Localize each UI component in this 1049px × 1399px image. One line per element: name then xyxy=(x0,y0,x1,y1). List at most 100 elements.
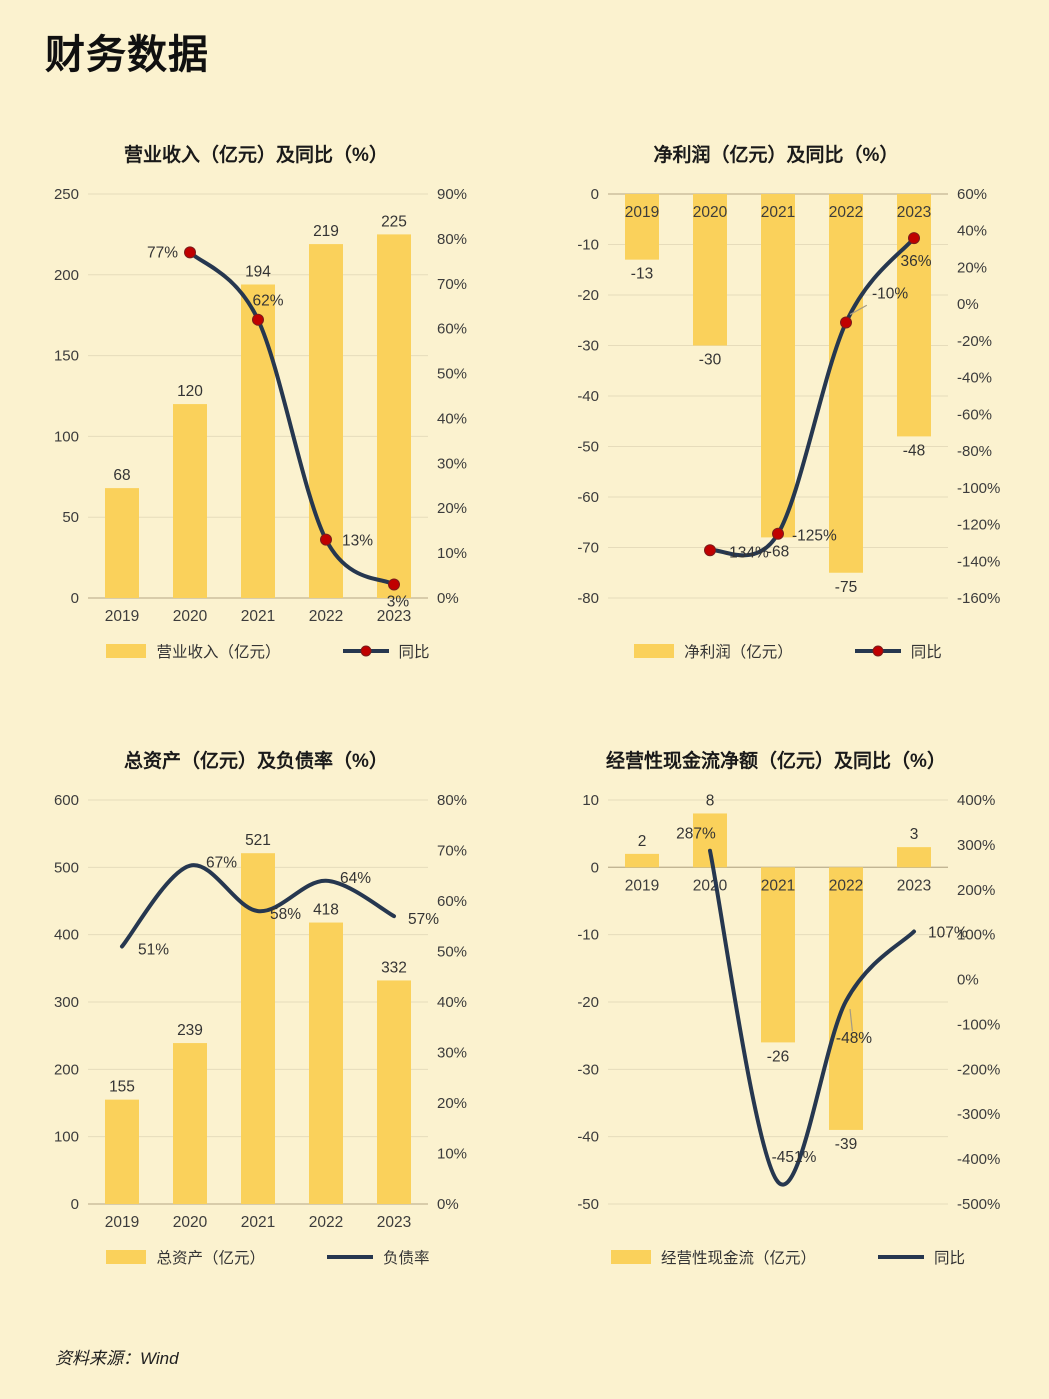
right-axis-label: 60% xyxy=(957,186,987,203)
legend-label: 营业收入（亿元） xyxy=(156,644,281,661)
right-axis-label: 30% xyxy=(437,1045,467,1062)
cashflow-chart-legend: 经营性现金流（亿元） 同比 xyxy=(548,1246,1028,1268)
bar-value-label: 194 xyxy=(245,263,271,280)
line-point-label: 62% xyxy=(252,293,283,310)
bar-value-label: 239 xyxy=(177,1022,203,1039)
legend-line-swatch xyxy=(342,645,389,657)
bar-value-label: 68 xyxy=(113,467,130,484)
category-label: 2020 xyxy=(693,204,728,221)
legend-line-swatch xyxy=(854,645,901,657)
right-axis-label: 40% xyxy=(437,994,467,1011)
right-axis-label: -200% xyxy=(957,1061,1000,1078)
bar-value-label: 332 xyxy=(381,959,407,976)
total-assets-chart: 总资产（亿元）及负债率（%） 600 500 400 300 200 100 0 80% 70%… xyxy=(28,748,508,1308)
legend-label: 总资产（亿元） xyxy=(156,1250,265,1267)
net-profit-chart-title: 净利润（亿元）及同比（%） xyxy=(653,145,899,166)
bar-value-label: -75 xyxy=(835,579,857,596)
category-label: 2022 xyxy=(309,608,343,625)
line-point-label: -134% xyxy=(724,544,769,561)
line-point-label: -451% xyxy=(772,1149,817,1166)
line-point-label: 107% xyxy=(928,925,968,942)
right-axis-label: -60% xyxy=(957,406,992,423)
left-axis-label: 100 xyxy=(54,428,79,445)
legend-line-swatch xyxy=(327,1255,373,1259)
category-label: 2019 xyxy=(105,1214,139,1231)
left-axis-label: 200 xyxy=(54,1061,79,1078)
line-point-label: 58% xyxy=(270,906,301,923)
left-axis-label: 150 xyxy=(54,348,79,365)
left-axis-label: 200 xyxy=(54,267,79,284)
right-axis-label: -40% xyxy=(957,370,992,387)
right-axis-label: 90% xyxy=(437,186,467,203)
right-axis-label: 10% xyxy=(437,1146,467,1163)
left-axis-label: -40 xyxy=(577,1129,599,1146)
left-axis-label: 400 xyxy=(54,927,79,944)
label-leader-line xyxy=(849,1009,853,1032)
right-axis-label: -140% xyxy=(957,553,1000,570)
right-axis-label: 100% xyxy=(957,927,995,944)
bar-2019 xyxy=(105,488,139,598)
line-point-label: -10% xyxy=(872,286,908,303)
right-axis-label: 70% xyxy=(437,276,467,293)
line-point-label: 36% xyxy=(900,253,931,270)
left-axis-label: 0 xyxy=(71,1196,79,1213)
bar-2021 xyxy=(761,867,795,1043)
right-axis-label: 0% xyxy=(437,1196,459,1213)
line-point-label: 77% xyxy=(147,244,178,261)
bar-2023 xyxy=(377,234,411,598)
line-point-label: 57% xyxy=(408,911,439,928)
bar-value-label: 120 xyxy=(177,383,203,400)
category-label: 2023 xyxy=(897,877,931,894)
left-axis-label: 300 xyxy=(54,994,79,1011)
legend-label: 负债率 xyxy=(383,1250,430,1267)
right-axis-label: 200% xyxy=(957,882,995,899)
trend-line xyxy=(188,250,396,587)
bar-value-label: 2 xyxy=(638,833,647,850)
bar-2022 xyxy=(829,194,863,573)
left-axis-label: -60 xyxy=(577,489,599,506)
line-marker xyxy=(704,544,716,557)
right-axis-label: 0% xyxy=(957,972,979,989)
left-axis-label: -50 xyxy=(577,1196,599,1213)
legend-bar-swatch xyxy=(634,644,675,658)
line-point-label: 287% xyxy=(676,826,716,843)
legend-label: 同比 xyxy=(934,1250,966,1267)
right-axis-label: 400% xyxy=(957,792,995,809)
line-marker xyxy=(772,527,784,540)
trend-line xyxy=(120,863,396,949)
bar-2023 xyxy=(897,847,931,868)
left-axis-label: -20 xyxy=(577,994,599,1011)
bar-value-label: 155 xyxy=(109,1079,135,1096)
left-axis-label: 0 xyxy=(71,590,79,607)
left-axis-label: -30 xyxy=(577,338,599,355)
right-axis-label: -160% xyxy=(957,590,1000,607)
right-axis-label: -100% xyxy=(957,480,1000,497)
left-axis-label: -70 xyxy=(577,540,599,557)
net-profit-chart-legend: 净利润（亿元） 同比 xyxy=(548,640,1028,662)
legend-bar-swatch xyxy=(610,1250,651,1264)
left-axis-label: 250 xyxy=(54,186,79,203)
right-axis-label: -100% xyxy=(957,1016,1000,1033)
legend-marker-dot xyxy=(360,645,371,657)
line-point-label: 64% xyxy=(340,870,371,887)
right-axis-label: 20% xyxy=(957,259,987,276)
category-label: 2021 xyxy=(761,877,795,894)
bar-2019 xyxy=(625,853,659,868)
left-axis-label: -80 xyxy=(577,590,599,607)
revenue-chart: 营业收入（亿元）及同比（%） 250 200 150 100 50 0 90% 80% 70% 6… xyxy=(28,142,508,702)
right-axis-label: 0% xyxy=(437,590,459,607)
category-label: 2021 xyxy=(241,608,275,625)
legend-item: 净利润（亿元） xyxy=(634,640,793,662)
left-axis-label: 0 xyxy=(591,859,599,876)
left-axis-label: -50 xyxy=(577,439,599,456)
category-label: 2020 xyxy=(693,877,728,894)
legend-item: 营业收入（亿元） xyxy=(106,640,281,662)
bar-value-label: -26 xyxy=(767,1048,789,1065)
revenue-chart-title: 营业收入（亿元）及同比（%） xyxy=(124,145,388,166)
total-assets-chart-title: 总资产（亿元）及负债率（%） xyxy=(124,751,388,772)
bar-2021 xyxy=(761,194,795,538)
bar-2023 xyxy=(377,980,411,1204)
total-assets-chart-legend: 总资产（亿元） 负债率 xyxy=(28,1246,508,1268)
line-marker xyxy=(252,313,264,326)
line-point-label: -48% xyxy=(836,1030,872,1047)
